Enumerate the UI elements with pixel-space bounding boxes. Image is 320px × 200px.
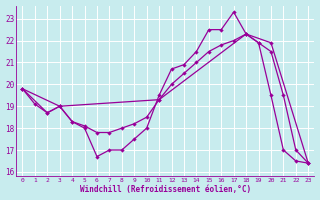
X-axis label: Windchill (Refroidissement éolien,°C): Windchill (Refroidissement éolien,°C) [80, 185, 251, 194]
